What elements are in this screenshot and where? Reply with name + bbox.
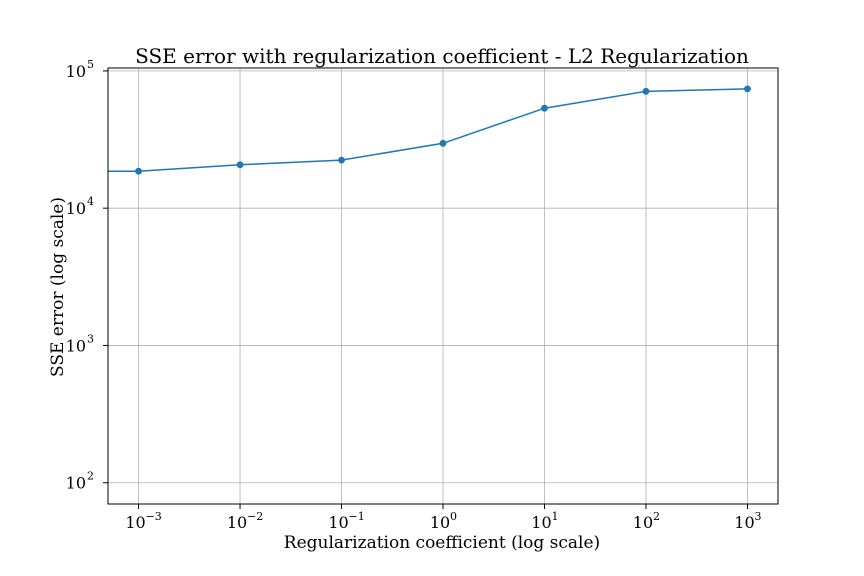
- x-tick-exponent: −3: [146, 510, 162, 523]
- series-layer: [108, 85, 751, 175]
- grid: [108, 68, 778, 504]
- y-tick-exponent: 3: [87, 332, 94, 345]
- x-tick-exponent: 1: [551, 510, 558, 523]
- x-tick-label: 10: [328, 513, 348, 532]
- data-point: [744, 85, 751, 93]
- x-tick-exponent: −2: [247, 510, 263, 523]
- y-tick-exponent: 5: [87, 58, 94, 71]
- y-tick-label: 10: [66, 199, 86, 218]
- x-tick-exponent: 2: [653, 510, 660, 523]
- y-tick-exponent: 4: [87, 195, 94, 208]
- data-point: [439, 139, 447, 147]
- data-point: [236, 161, 244, 169]
- x-tick-exponent: 3: [754, 510, 761, 523]
- x-tick-label: 10: [430, 513, 450, 532]
- y-tick-label: 10: [66, 62, 86, 81]
- y-tick-label: 10: [66, 336, 86, 355]
- series-line: [108, 88, 748, 172]
- y-axis-label: SSE error (log scale): [48, 197, 68, 377]
- data-point: [135, 167, 142, 175]
- y-tick-exponent: 2: [87, 470, 94, 483]
- x-tick-label: 10: [633, 513, 653, 532]
- x-axis-label: Regularization coefficient (log scale): [284, 533, 600, 553]
- x-tick-label: 10: [125, 513, 145, 532]
- x-tick-label: 10: [734, 513, 754, 532]
- ticks: 10 −3 10 −2 10 −1 10 0 10 1 10 2 10 310 210 310 410 5: [66, 58, 762, 532]
- y-tick-label: 10: [66, 474, 86, 493]
- x-tick-label: 10: [227, 513, 247, 532]
- x-tick-label: 10: [531, 513, 551, 532]
- x-tick-exponent: −1: [349, 510, 365, 523]
- data-point: [642, 87, 650, 95]
- x-tick-exponent: 0: [450, 510, 457, 523]
- data-point: [338, 156, 345, 164]
- chart-title: SSE error with regularization coefficien…: [135, 44, 749, 68]
- data-point: [541, 104, 548, 112]
